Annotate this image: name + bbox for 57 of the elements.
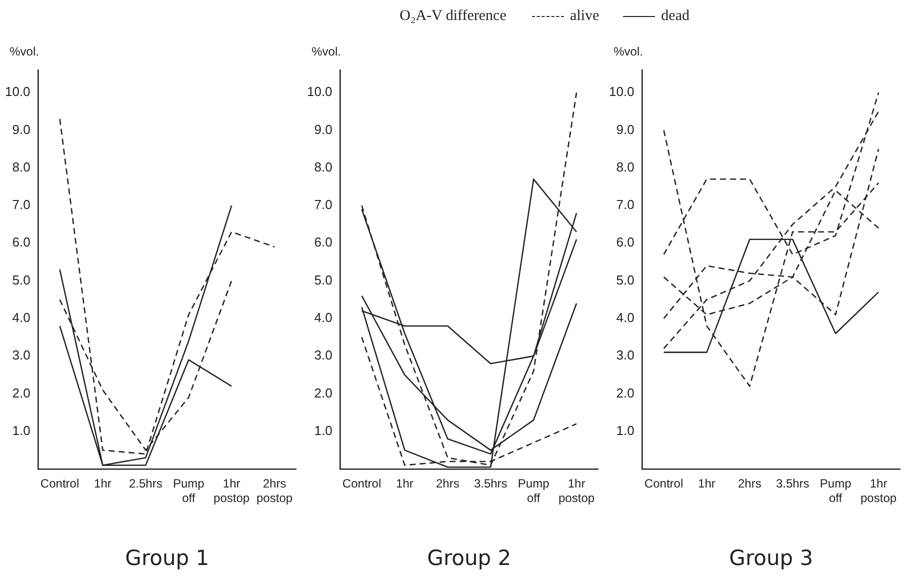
legend-label: alive bbox=[570, 8, 600, 25]
y-tick-label: 9.0 bbox=[616, 122, 634, 137]
y-tick-label: 6.0 bbox=[12, 234, 30, 250]
y-tick-label: 6.0 bbox=[616, 234, 634, 250]
x-tick-label: Control bbox=[342, 476, 382, 491]
y-tick-label: 1.0 bbox=[314, 422, 332, 438]
y-axis-title: %vol. bbox=[312, 44, 341, 58]
x-tick-label: 1hr postop bbox=[558, 476, 595, 505]
y-tick-label: 5.0 bbox=[616, 272, 634, 288]
y-tick-label: 7.0 bbox=[616, 197, 634, 212]
x-axis-title: Group 1 bbox=[125, 546, 210, 570]
y-tick-label: 10.0 bbox=[608, 84, 634, 100]
x-tick-label: 3.5hrs bbox=[474, 476, 508, 491]
y-tick-label: 5.0 bbox=[12, 272, 30, 288]
y-tick-label: 2.0 bbox=[314, 385, 332, 400]
x-tick-label: 1hr postop bbox=[214, 476, 250, 505]
x-tick-label: 2.5hrs bbox=[128, 476, 162, 491]
y-tick-label: 2.0 bbox=[616, 385, 634, 400]
y-tick-label: 2.0 bbox=[12, 385, 30, 400]
x-tick-label: Control bbox=[644, 476, 684, 491]
y-tick-label: 8.0 bbox=[314, 159, 332, 174]
x-axis-title: Group 3 bbox=[729, 546, 814, 570]
y-tick-label: 6.0 bbox=[314, 234, 332, 250]
y-tick-label: 1.0 bbox=[616, 422, 634, 438]
y-tick-label: 3.0 bbox=[616, 348, 634, 363]
y-tick-label: 9.0 bbox=[12, 122, 30, 137]
x-tick-label: Control bbox=[40, 476, 80, 491]
x-tick-label: Pump off bbox=[518, 476, 550, 505]
y-tick-label: 1.0 bbox=[12, 422, 30, 438]
y-tick-label: 8.0 bbox=[12, 159, 30, 174]
x-tick-label: 1hr bbox=[396, 476, 414, 491]
x-tick-label: 1hr postop bbox=[860, 476, 897, 505]
x-tick-label: 2hrs bbox=[436, 476, 460, 491]
y-tick-label: 4.0 bbox=[12, 310, 30, 326]
y-tick-label: 9.0 bbox=[314, 122, 332, 137]
x-axis-title: Group 2 bbox=[427, 546, 512, 570]
y-tick-label: 3.0 bbox=[12, 348, 30, 363]
y-tick-label: 10.0 bbox=[4, 84, 30, 100]
y-tick-label: 10.0 bbox=[306, 84, 332, 100]
y-axis-title: %vol. bbox=[614, 44, 643, 58]
y-tick-label: 3.0 bbox=[314, 348, 332, 363]
x-tick-label: 3.5hrs bbox=[776, 476, 810, 491]
y-tick-label: 5.0 bbox=[314, 272, 332, 288]
y-tick-label: 8.0 bbox=[616, 159, 634, 174]
y-tick-label: 4.0 bbox=[616, 310, 634, 326]
x-tick-label: Pump off bbox=[172, 476, 205, 505]
x-tick-label: Pump off bbox=[820, 476, 852, 505]
x-tick-label: 2hrs bbox=[738, 476, 762, 491]
legend-label: dead bbox=[661, 8, 690, 25]
y-tick-label: 7.0 bbox=[314, 197, 332, 212]
x-tick-label: 1hr bbox=[698, 476, 716, 491]
x-tick-label: 2hrs postop bbox=[256, 476, 293, 505]
y-tick-label: 4.0 bbox=[314, 310, 332, 326]
chart-title: O₂A-V difference bbox=[400, 8, 506, 24]
y-axis-title: %vol. bbox=[10, 44, 39, 58]
y-tick-label: 7.0 bbox=[12, 197, 30, 212]
x-tick-label: 1hr bbox=[94, 476, 112, 491]
